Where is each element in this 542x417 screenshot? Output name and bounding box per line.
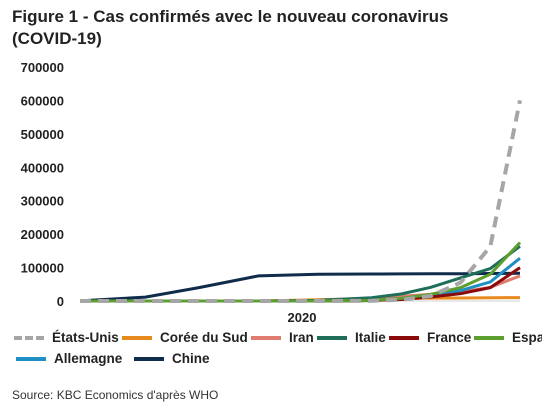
legend-swatch	[317, 335, 347, 340]
y-tick-label: 100000	[21, 261, 64, 276]
legend-swatch	[474, 335, 504, 340]
legend-label: Chine	[172, 351, 210, 366]
y-tick-label: 400000	[21, 160, 64, 175]
legend-item: Iran	[251, 330, 314, 345]
legend-label: États-Unis	[52, 330, 119, 345]
legend-swatch	[389, 335, 419, 340]
chart-title: Figure 1 - Cas confirmés avec le nouveau…	[12, 7, 449, 48]
series-line--tats-unis	[80, 100, 522, 303]
legend-label: Espagne	[512, 330, 542, 345]
legend-item: Allemagne	[16, 351, 122, 366]
legend-swatch	[16, 356, 46, 361]
legend-label: Allemagne	[54, 351, 123, 366]
y-tick-label: 200000	[21, 227, 64, 242]
y-tick-label: 500000	[21, 127, 64, 142]
legend-item: Corée du Sud	[122, 330, 248, 345]
legend-label: Iran	[289, 330, 314, 345]
legend-item: France	[389, 330, 471, 345]
source-note: Source: KBC Economics d'après WHO	[12, 388, 219, 402]
legend-swatch	[251, 335, 281, 340]
legend-item: Chine	[134, 351, 210, 366]
legend-swatch	[14, 335, 44, 340]
legend-swatch	[122, 335, 152, 340]
y-tick-label: 700000	[21, 60, 64, 75]
legend-swatch	[134, 356, 164, 361]
y-tick-label: 300000	[21, 194, 64, 209]
y-tick-label: 0	[57, 294, 64, 309]
y-tick-label: 600000	[21, 93, 64, 108]
legend-item: Italie	[317, 330, 386, 345]
legend-label: France	[427, 330, 472, 345]
legend-label: Corée du Sud	[160, 330, 248, 345]
legend-label: Italie	[355, 330, 386, 345]
legend-item: Espagne	[474, 330, 542, 345]
legend-item: États-Unis	[14, 330, 119, 345]
x-tick-label: 2020	[288, 310, 317, 325]
